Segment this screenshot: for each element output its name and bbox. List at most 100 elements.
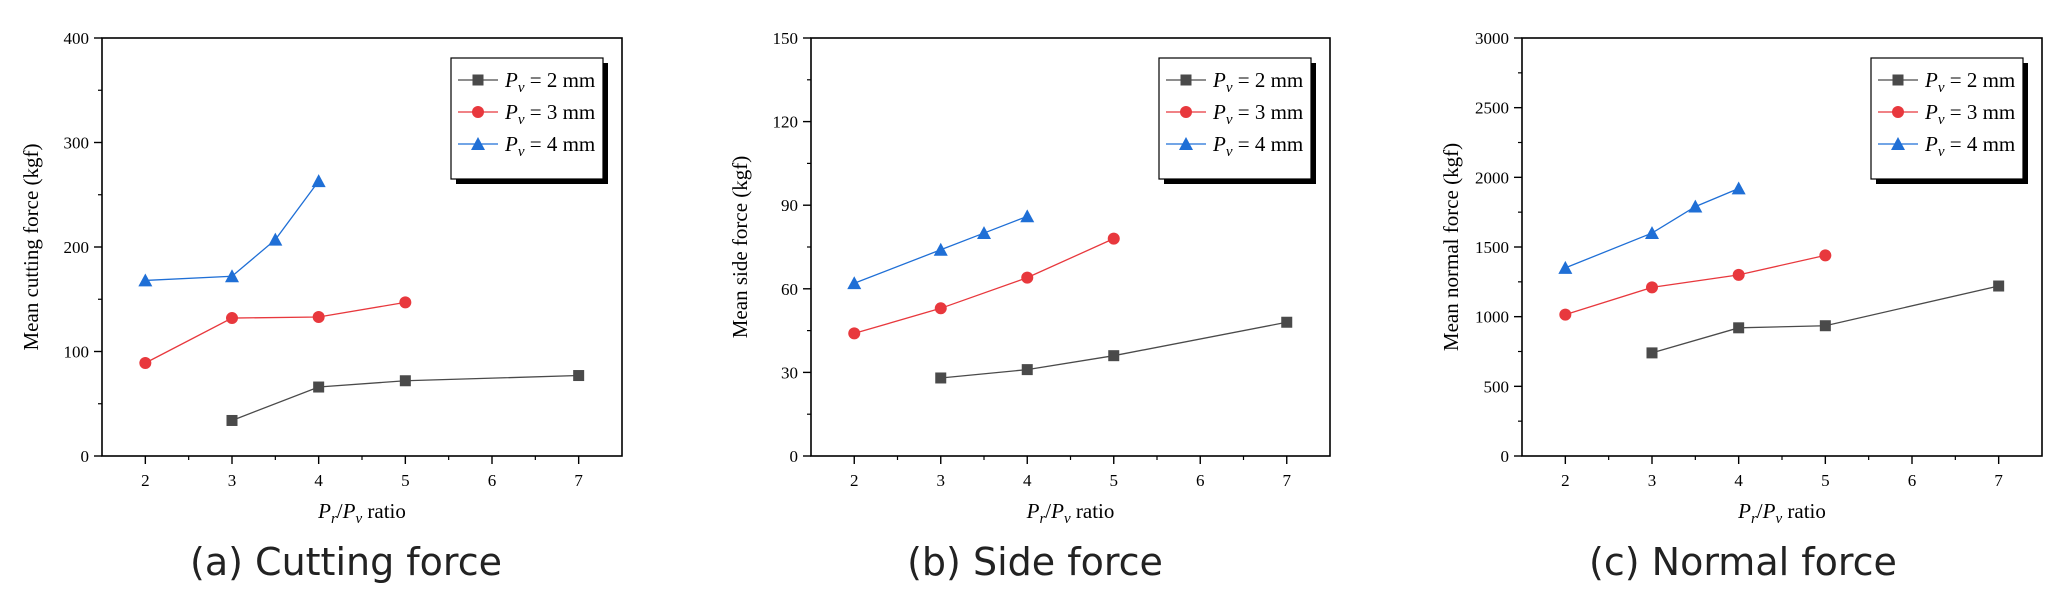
x-tick-label: 3: [228, 471, 237, 490]
legend-marker-pv4: [1891, 137, 1905, 150]
data-point-pv2: [1733, 322, 1745, 334]
data-point-pv2: [1646, 347, 1658, 359]
legend-marker-pv2: [1892, 74, 1904, 86]
legend-label-pv3: Pv = 3 mm: [1924, 100, 2015, 128]
legend-label-part: = 3 mm: [525, 100, 596, 124]
legend-marker-pv3: [1892, 106, 1904, 118]
data-point-pv4: [1645, 226, 1659, 240]
y-tick-label: 60: [781, 280, 798, 299]
legend-label-sub: v: [1938, 80, 1945, 96]
legend-label-part: = 2 mm: [1233, 68, 1304, 92]
x-axis-title-sub: v: [355, 511, 362, 527]
panel-caption: (a) Cutting force: [190, 540, 502, 584]
series-line-pv3: [145, 301, 406, 364]
x-axis-title-sub: r: [331, 511, 337, 527]
data-point-pv3: [312, 311, 325, 324]
y-tick-label: 90: [781, 196, 798, 215]
data-point-pv3: [139, 356, 152, 369]
x-axis-title-sub: v: [1064, 511, 1071, 527]
data-point-pv3: [848, 327, 861, 340]
series-line-pv3: [854, 238, 1115, 335]
legend-label-part: P: [1924, 132, 1938, 156]
y-axis-title: Mean side force (kgf): [728, 156, 752, 339]
data-point-pv3: [226, 312, 238, 325]
data-point-pv2: [1819, 320, 1831, 332]
data-point-pv2: [1108, 350, 1120, 362]
legend-label-part: P: [1212, 132, 1226, 156]
data-point-pv2: [573, 370, 585, 382]
data-point-pv2: [1281, 316, 1293, 328]
series-line-pv3: [1565, 254, 1826, 316]
legend-marker-pv2: [472, 74, 484, 86]
legend-label-sub: v: [1226, 144, 1233, 160]
y-axis-title: Mean normal force (kgf): [1439, 143, 1463, 351]
series-line-pv2: [940, 321, 1287, 379]
data-point-pv2: [1993, 280, 2005, 292]
legend-label-part: P: [504, 132, 518, 156]
legend-label-part: = 4 mm: [1945, 132, 2016, 156]
legend-marker-pv3: [472, 106, 484, 118]
y-tick-label: 30: [781, 363, 798, 382]
legend-label-sub: v: [1226, 112, 1233, 128]
x-axis-title-part: /: [1757, 499, 1763, 523]
legend-label-part: = 2 mm: [525, 68, 596, 92]
x-axis-title-part: P: [1026, 499, 1040, 523]
legend-label-part: P: [504, 100, 518, 124]
x-axis-title-sub: r: [1751, 511, 1757, 527]
x-axis-title: Pr/Pv ratio: [1026, 499, 1115, 527]
x-tick-label: 4: [1023, 471, 1032, 490]
legend-marker-pv3: [1180, 106, 1192, 118]
x-tick-label: 3: [1648, 471, 1657, 490]
chart-panel-3: 0 500 1000 1500 2000 2500 3000 2 3 4 5 6 7 Mean norma…: [1439, 29, 2043, 584]
legend-label-part: P: [1924, 100, 1938, 124]
x-tick-label: 6: [488, 471, 497, 490]
x-tick-label: 4: [1734, 471, 1743, 490]
legend-marker-pv2: [1180, 74, 1192, 86]
data-point-pv4: [1558, 260, 1573, 274]
x-tick-label: 4: [314, 471, 323, 490]
x-tick-label: 3: [937, 471, 946, 490]
x-tick-label: 5: [401, 471, 410, 490]
x-axis-title-part: /: [337, 499, 343, 523]
y-tick-label: 200: [64, 238, 90, 257]
data-point-pv4: [933, 242, 948, 256]
y-axis-title: Mean cutting force (kgf): [19, 143, 43, 350]
legend-label-part: = 2 mm: [1945, 68, 2016, 92]
y-tick-label: 2000: [1475, 168, 1509, 187]
chart-panel-1: 0 100 200 300 400 2 3 4 5 6 7 Mean cutting force (k…: [19, 29, 623, 584]
x-tick-label: 2: [1561, 471, 1570, 490]
y-tick-label: 100: [64, 343, 90, 362]
y-tick-label: 500: [1484, 377, 1510, 396]
x-tick-label: 2: [141, 471, 150, 490]
legend-marker-pv4: [1179, 137, 1193, 150]
x-tick-label: 5: [1110, 471, 1119, 490]
data-point-pv4: [225, 269, 239, 283]
legend-label-sub: v: [1938, 112, 1945, 128]
y-tick-label: 120: [773, 113, 799, 132]
data-point-pv4: [268, 232, 283, 246]
data-point-pv3: [1107, 232, 1120, 245]
x-axis-title-sub: r: [1039, 511, 1045, 527]
y-tick-label: 3000: [1475, 29, 1509, 48]
data-point-pv4: [1020, 209, 1035, 223]
y-tick-label: 0: [1501, 447, 1510, 466]
data-point-pv2: [935, 372, 947, 384]
x-tick-label: 6: [1196, 471, 1205, 490]
panel-caption: (c) Normal force: [1589, 540, 1897, 584]
legend-label-sub: v: [1938, 144, 1945, 160]
legend-label-sub: v: [518, 112, 525, 128]
data-point-pv4: [847, 276, 862, 290]
data-point-pv4: [1688, 199, 1703, 213]
legend-label-part: = 4 mm: [525, 132, 596, 156]
y-tick-label: 300: [64, 134, 90, 153]
x-axis-title: Pr/Pv ratio: [317, 499, 406, 527]
x-axis-title-part: P: [1762, 499, 1776, 523]
legend-label-pv2: Pv = 2 mm: [1212, 68, 1303, 96]
x-tick-label: 7: [574, 471, 583, 490]
x-tick-label: 7: [1283, 471, 1292, 490]
chart-panel-2: 0 30 60 90 120 150 2 3 4 5 6 7 Mean side force (kgf)…: [728, 29, 1331, 584]
legend-label-part: = 3 mm: [1945, 100, 2016, 124]
data-point-pv3: [1559, 308, 1572, 321]
legend-label-pv2: Pv = 2 mm: [1924, 68, 2015, 96]
